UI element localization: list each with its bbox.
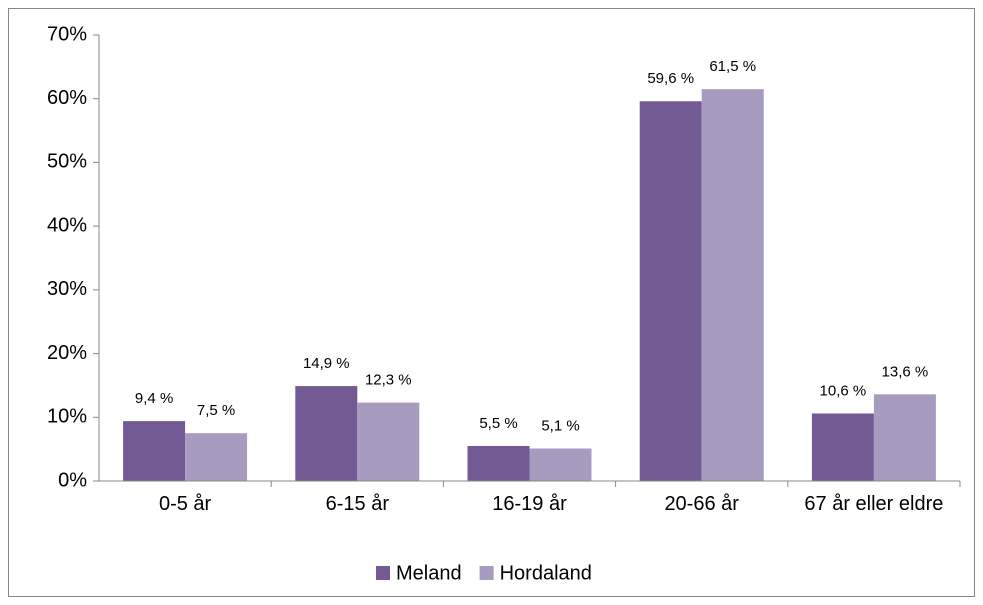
data-label: 5,1 % [541, 417, 579, 434]
y-tick-label: 10% [47, 406, 87, 428]
y-tick-label: 50% [47, 151, 87, 173]
data-label: 14,9 % [303, 355, 350, 372]
x-tick-label: 67 år eller eldre [804, 493, 944, 515]
bar [123, 421, 186, 481]
data-label: 9,4 % [135, 390, 173, 407]
bar [467, 445, 530, 481]
data-label: 5,5 % [479, 415, 517, 432]
y-tick-label: 70% [47, 23, 87, 45]
y-tick-label: 40% [47, 214, 87, 236]
data-label: 59,6 % [647, 70, 694, 87]
data-label: 12,3 % [365, 372, 412, 389]
bar [811, 413, 874, 481]
bar [357, 402, 420, 481]
x-tick-label: 16-19 år [492, 493, 567, 515]
data-label: 13,6 % [882, 363, 929, 380]
bar [639, 101, 702, 482]
data-label: 10,6 % [820, 382, 867, 399]
y-tick-label: 20% [47, 342, 87, 364]
bar [873, 394, 936, 481]
y-tick-label: 30% [47, 278, 87, 300]
bar [529, 448, 592, 481]
legend-swatch [376, 566, 390, 580]
legend-swatch [479, 566, 494, 580]
chart-border [8, 8, 975, 597]
data-label: 7,5 % [197, 402, 235, 419]
y-tick-label: 0% [58, 469, 87, 491]
bar [185, 433, 248, 481]
data-label: 61,5 % [709, 58, 756, 75]
x-tick-label: 6-15 år [325, 493, 389, 515]
x-tick-label: 20-66 år [664, 493, 739, 515]
x-tick-label: 0-5 år [158, 493, 212, 515]
bar [295, 386, 358, 481]
bar [701, 89, 764, 482]
y-tick-label: 60% [47, 87, 87, 109]
legend-label: Hordaland [500, 562, 592, 584]
legend-label: Meland [396, 562, 462, 584]
